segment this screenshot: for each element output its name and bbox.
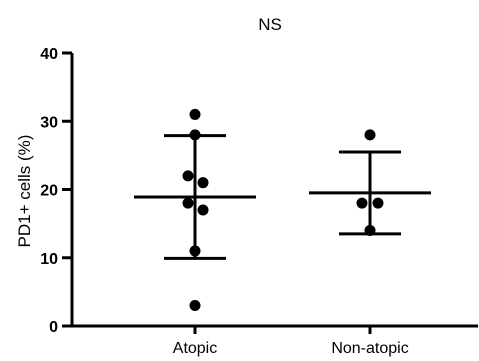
data-point bbox=[189, 245, 201, 257]
data-point bbox=[372, 197, 384, 209]
y-tick-label: 20 bbox=[40, 183, 58, 200]
data-point bbox=[189, 300, 201, 312]
y-tick-label: 0 bbox=[49, 319, 58, 336]
y-axis-label: PD1+ cells (%) bbox=[15, 135, 34, 248]
data-point bbox=[364, 224, 376, 236]
x-category-label: Atopic bbox=[173, 340, 217, 357]
data-point bbox=[182, 170, 194, 182]
data-point bbox=[356, 197, 368, 209]
data-point bbox=[197, 177, 209, 189]
data-point bbox=[182, 197, 194, 209]
data-point bbox=[364, 129, 376, 141]
data-point bbox=[197, 204, 209, 216]
data-point bbox=[189, 108, 201, 120]
y-tick-label: 40 bbox=[40, 46, 58, 63]
data-point bbox=[189, 129, 201, 141]
x-category-label: Non-atopic bbox=[331, 340, 408, 357]
y-tick-label: 10 bbox=[40, 251, 58, 268]
y-tick-label: 30 bbox=[40, 114, 58, 131]
chart-title: NS bbox=[258, 15, 282, 34]
